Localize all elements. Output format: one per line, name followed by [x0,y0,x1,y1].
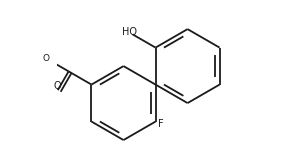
Text: O: O [53,81,61,91]
Text: F: F [158,119,164,129]
Text: O: O [42,54,49,63]
Text: HO: HO [122,27,137,37]
